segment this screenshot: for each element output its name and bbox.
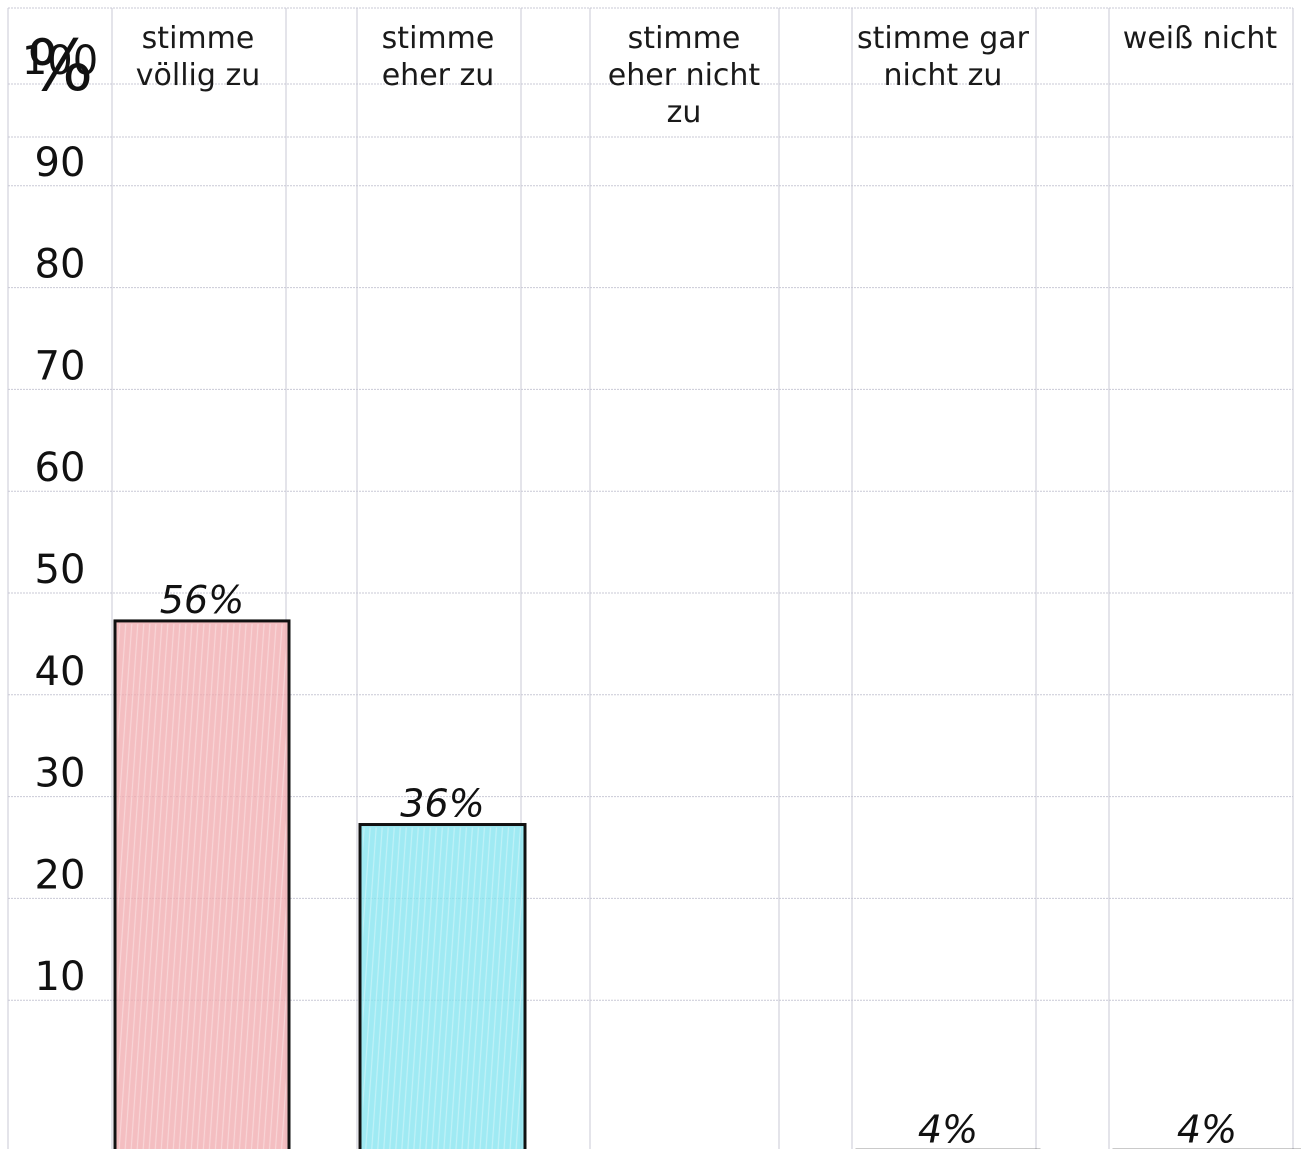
y-tick-label: 40 xyxy=(35,649,86,695)
category-label: stimme gar xyxy=(857,21,1030,56)
bar-texture xyxy=(118,623,286,1149)
category-label: zu xyxy=(667,95,702,130)
data-label: 4% xyxy=(1177,1107,1237,1149)
data-label: 56% xyxy=(160,578,244,622)
data-label: 4% xyxy=(918,1107,978,1149)
y-tick-label: 20 xyxy=(35,852,86,898)
category-label: weiß nicht xyxy=(1123,21,1278,56)
category-label: stimme xyxy=(142,21,255,56)
category-label: stimme xyxy=(382,21,495,56)
y-tick-label: 90 xyxy=(35,140,86,186)
y-tick-label: 30 xyxy=(35,751,86,797)
y-tick-label: 80 xyxy=(35,242,86,288)
category-label: völlig zu xyxy=(136,58,260,93)
bar-texture xyxy=(363,827,522,1149)
bars xyxy=(113,619,1301,1149)
y-tick-label: 60 xyxy=(35,445,86,491)
y-tick-label: 100 xyxy=(22,38,98,84)
category-label: eher nicht xyxy=(608,58,761,93)
category-label: nicht zu xyxy=(884,58,1003,93)
unit-label: % xyxy=(27,25,94,107)
data-label: 36% xyxy=(400,782,484,826)
category-label: eher zu xyxy=(382,58,495,93)
y-tick-label: 10 xyxy=(35,954,86,1000)
y-tick-label: 70 xyxy=(35,343,86,389)
category-label: stimme xyxy=(628,21,741,56)
y-tick-label: 50 xyxy=(35,547,86,593)
